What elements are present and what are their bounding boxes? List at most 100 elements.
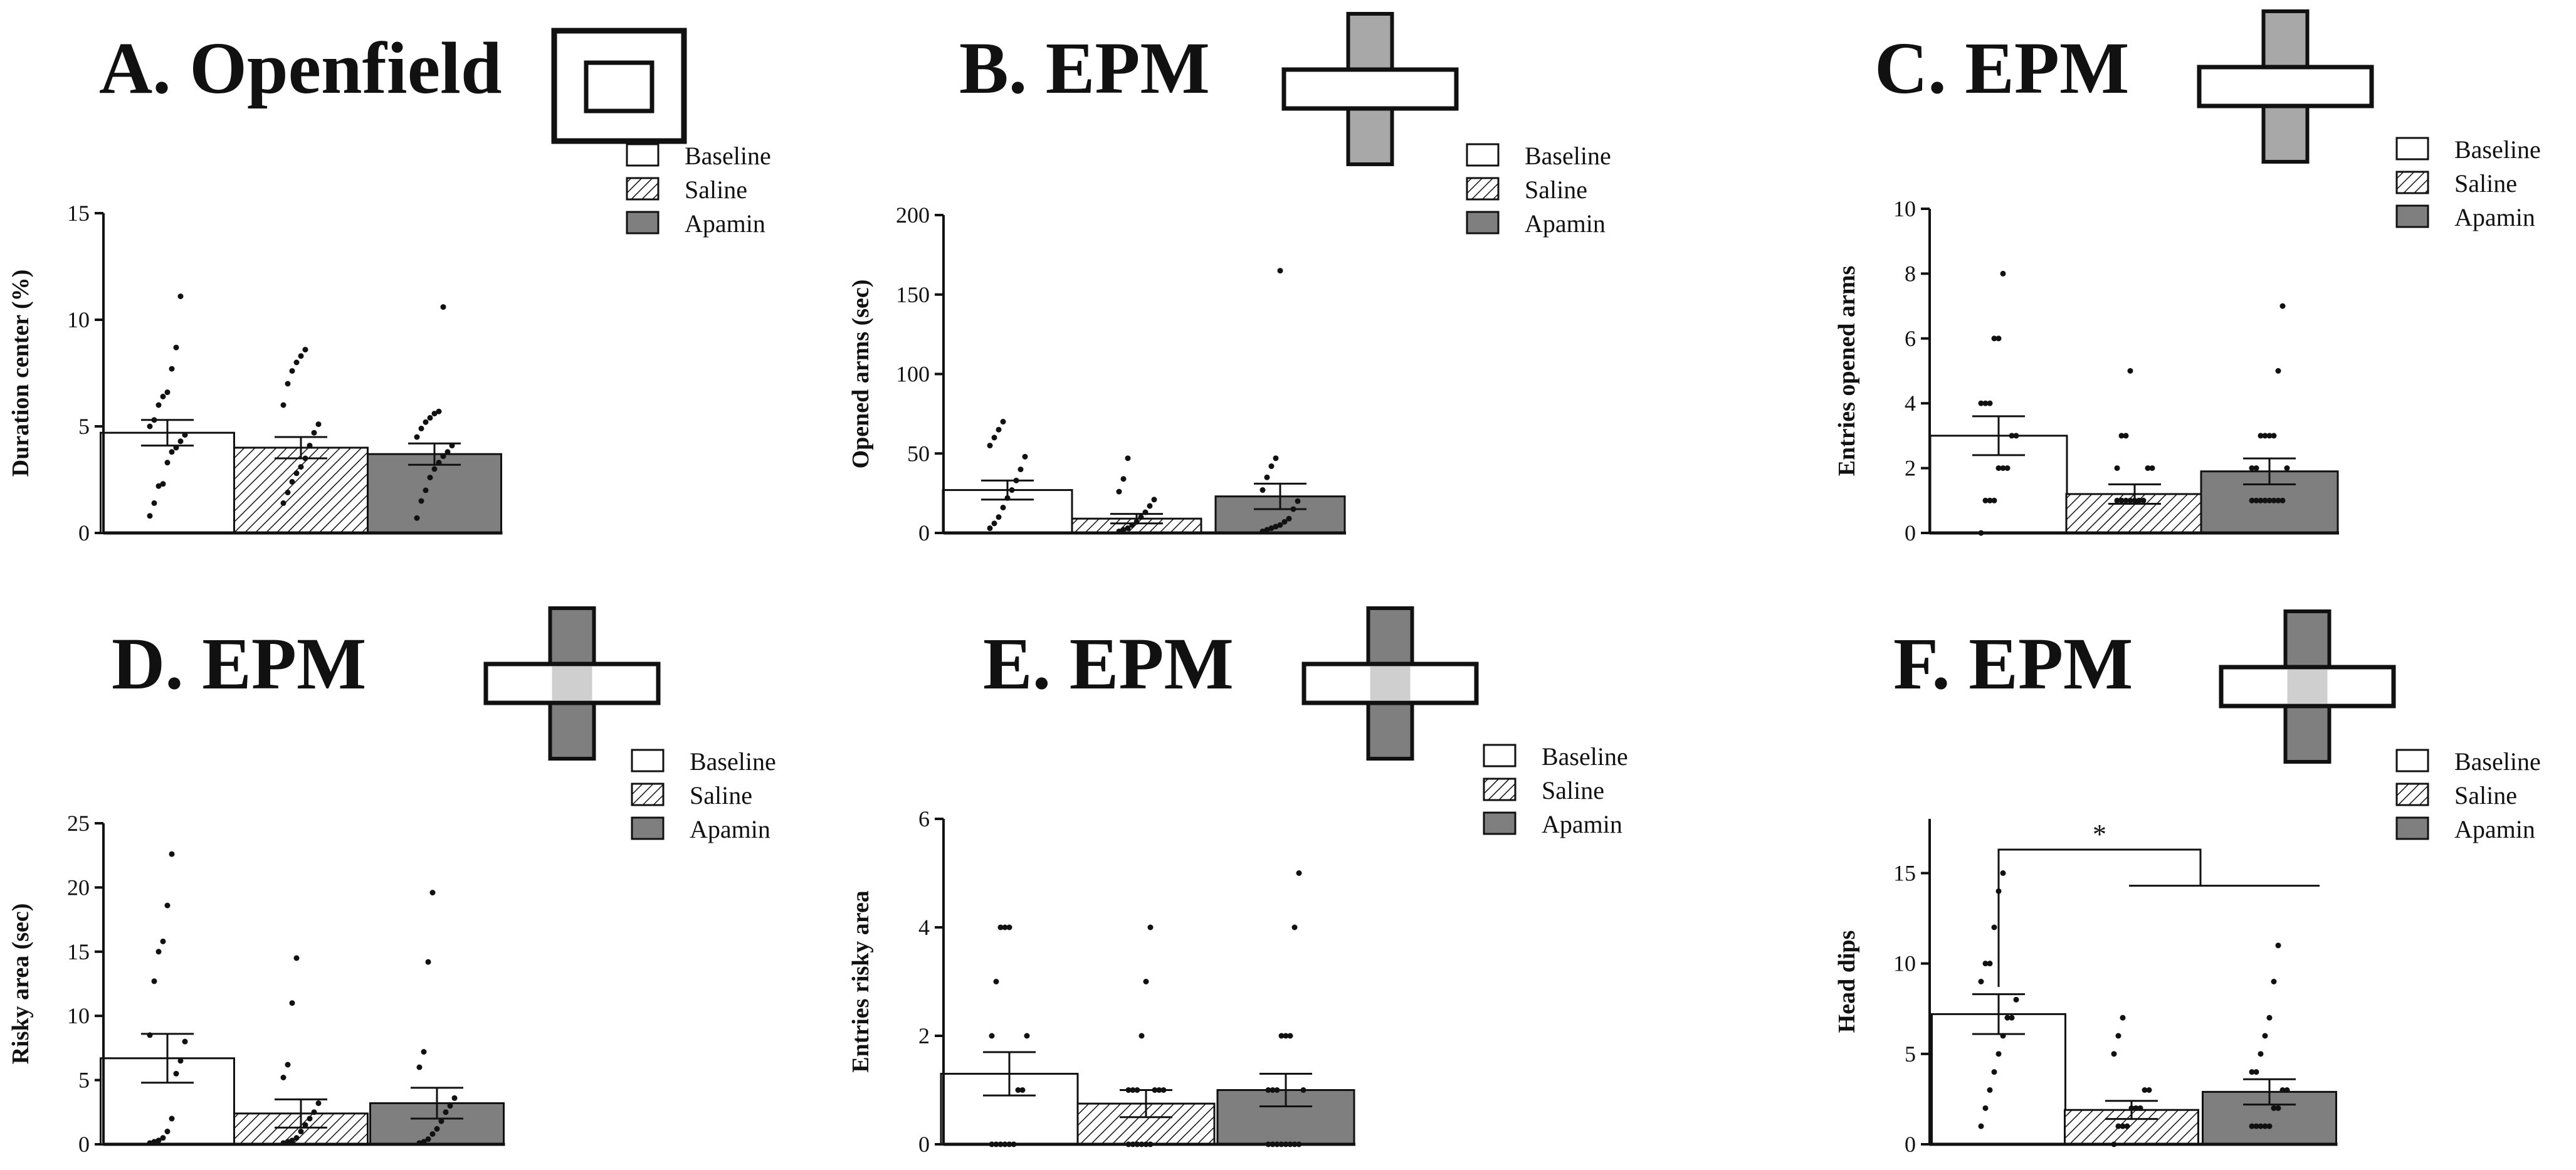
legend-swatch-saline — [2395, 783, 2429, 806]
data-point — [1259, 487, 1266, 493]
closed-arm-top-icon — [548, 606, 596, 666]
data-point — [285, 1062, 291, 1068]
data-point — [434, 1125, 440, 1132]
data-point — [2266, 1015, 2273, 1021]
data-point — [2133, 1105, 2139, 1111]
closed-arm-top-icon — [2283, 609, 2332, 669]
openfield-outer-square-icon — [551, 28, 687, 144]
data-point — [289, 368, 295, 374]
closed-arm-bottom-icon — [2261, 104, 2310, 164]
y-tick-label: 15 — [1893, 861, 1916, 886]
closed-arm-bottom-icon — [1346, 107, 1394, 166]
legend-swatch-saline — [2395, 171, 2429, 194]
legend-swatch-apamin — [2395, 204, 2429, 228]
data-point — [1116, 488, 1122, 495]
legend-swatch-baseline — [1483, 744, 1517, 767]
data-point — [1277, 268, 1283, 274]
data-point — [1264, 527, 1270, 533]
data-point — [443, 1109, 449, 1115]
data-point — [2136, 497, 2142, 503]
data-point — [2118, 433, 2125, 439]
y-tick-label: 50 — [907, 441, 930, 466]
panel-title: C. EPM — [1874, 27, 2129, 109]
data-point — [1273, 524, 1279, 530]
data-point — [438, 1118, 444, 1124]
data-point — [2145, 465, 2151, 472]
panel-title: E. EPM — [983, 623, 1234, 705]
legend-swatch-apamin — [2395, 816, 2429, 840]
data-point — [2279, 303, 2286, 309]
data-point — [1995, 335, 2002, 342]
y-axis-label: Opened arms (sec) — [848, 280, 874, 469]
data-point — [427, 414, 433, 421]
legend-label: Saline — [690, 781, 752, 809]
data-point — [436, 408, 442, 414]
data-point — [2279, 1087, 2286, 1093]
data-point — [1987, 1087, 1993, 1093]
data-point — [997, 924, 1004, 930]
y-tick-label: 15 — [67, 201, 90, 226]
y-tick-label: 4 — [1905, 391, 1916, 416]
legend-swatch-saline — [626, 177, 660, 201]
data-point — [1287, 1033, 1293, 1039]
data-point — [1991, 924, 1997, 930]
data-point — [177, 293, 184, 300]
data-point — [147, 513, 153, 519]
y-tick-label: 0 — [1905, 520, 1916, 545]
data-point — [293, 470, 300, 477]
data-point — [1291, 924, 1298, 930]
legend-label: Baseline — [1542, 742, 1628, 771]
data-point — [1296, 870, 1302, 876]
data-point — [429, 1131, 436, 1137]
legend-swatch-apamin — [1483, 811, 1517, 835]
data-point — [307, 443, 313, 449]
closed-arm-top-icon — [1366, 606, 1414, 666]
panel-B: B. EPM Baseline Saline Apamin Opened arms (s… — [848, 12, 1611, 545]
bar-baseline — [1931, 1013, 2066, 1146]
closed-arm-top-icon — [2261, 9, 2310, 69]
legend-label: Baseline — [1525, 142, 1611, 170]
legend-label: Baseline — [690, 747, 776, 776]
legend-label: Saline — [1525, 176, 1587, 204]
data-point — [444, 449, 451, 455]
data-point — [169, 449, 175, 455]
legend-label: Saline — [2454, 781, 2517, 809]
data-point — [2115, 1033, 2121, 1039]
data-point — [298, 353, 304, 359]
y-tick-label: 6 — [918, 806, 930, 831]
data-point — [2258, 497, 2264, 503]
data-point — [987, 443, 993, 449]
data-point — [2253, 497, 2259, 503]
data-point — [1300, 1087, 1306, 1093]
data-point — [2120, 1123, 2126, 1129]
data-point — [1019, 1087, 1026, 1093]
y-tick-label: 20 — [67, 875, 90, 900]
panel-E: E. EPM Baseline Saline Apamin Entries risky … — [848, 606, 1628, 1157]
data-point — [164, 460, 171, 466]
data-point — [155, 949, 162, 955]
data-point — [431, 411, 438, 417]
panel-title: B. EPM — [959, 27, 1210, 109]
data-point — [2120, 1015, 2126, 1021]
data-point — [160, 1135, 166, 1141]
y-tick-label: 5 — [78, 1068, 90, 1093]
data-point — [1138, 1033, 1145, 1039]
data-point — [1991, 1069, 1997, 1075]
data-point — [160, 393, 166, 399]
legend-swatch-saline — [631, 783, 665, 806]
y-tick-label: 0 — [78, 520, 90, 545]
data-point — [429, 890, 436, 896]
data-point — [2266, 1123, 2273, 1129]
data-point — [1017, 466, 1024, 473]
data-point — [414, 515, 420, 521]
data-point — [2123, 497, 2129, 503]
data-point — [1125, 455, 1131, 461]
y-tick-label: 10 — [1893, 951, 1916, 976]
data-point — [311, 1109, 317, 1115]
data-point — [289, 1137, 295, 1144]
data-point — [2284, 465, 2290, 472]
data-point — [1147, 924, 1154, 930]
data-point — [2142, 1087, 2148, 1093]
data-point — [2262, 433, 2268, 439]
closed-arm-bottom-icon — [2283, 704, 2332, 764]
